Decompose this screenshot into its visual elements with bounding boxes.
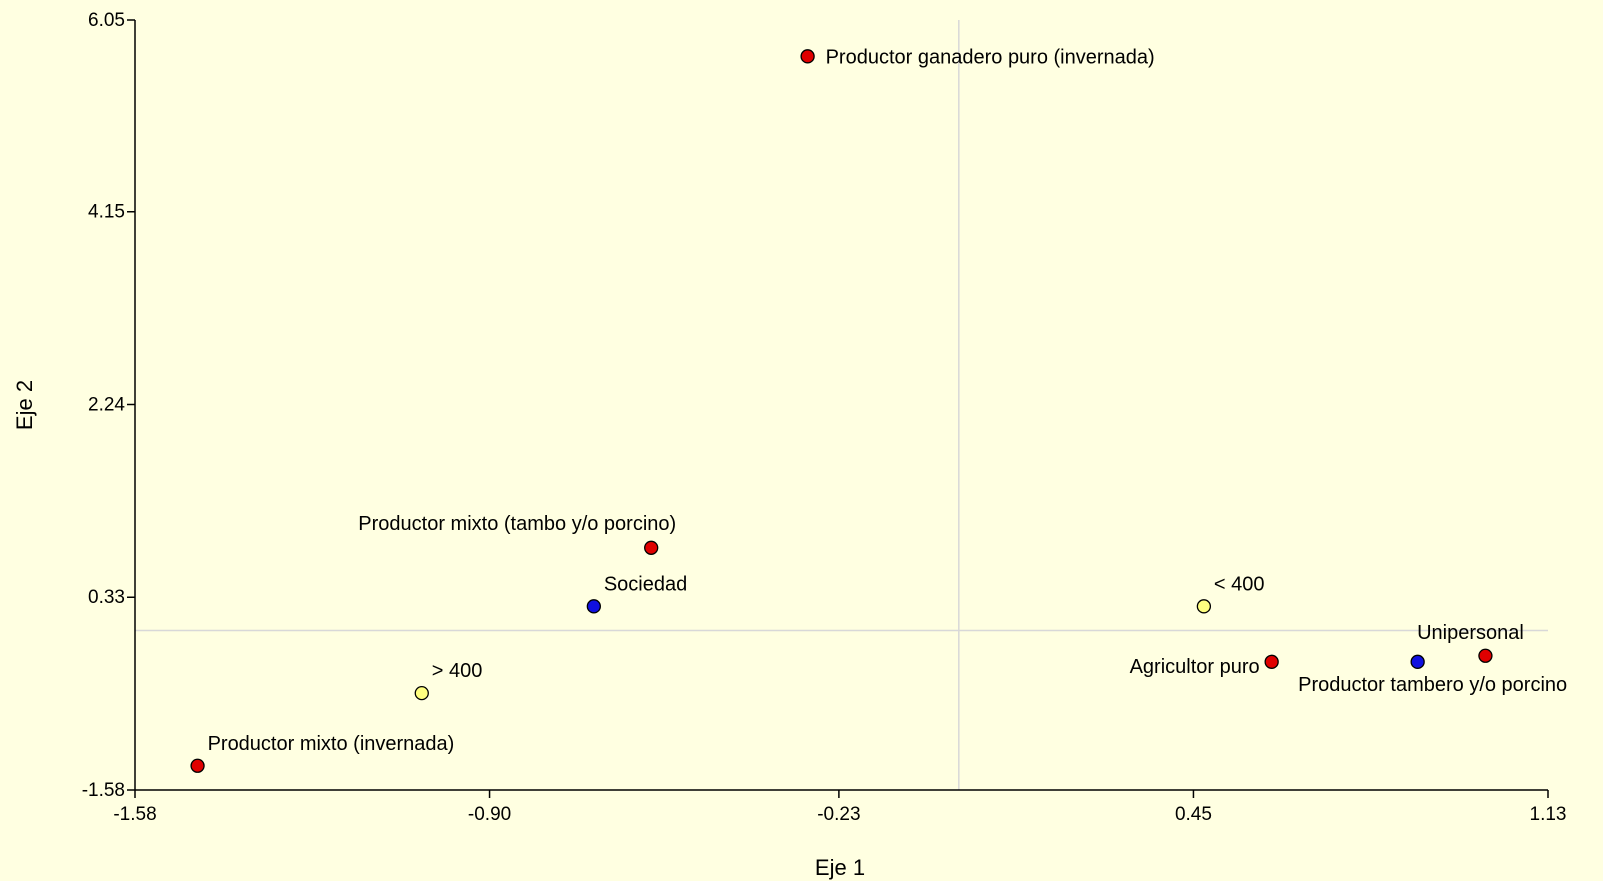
point-label: < 400	[1214, 573, 1265, 595]
y-tick-label: 6.05	[88, 10, 125, 31]
data-point	[800, 49, 815, 64]
data-point	[190, 758, 205, 773]
point-label: Productor ganadero puro (invernada)	[826, 46, 1155, 68]
y-tick-label: 0.33	[88, 587, 125, 608]
x-tick-label: -1.58	[113, 804, 156, 825]
y-axis-title: Eje 2	[12, 380, 37, 430]
x-tick-label: 0.45	[1175, 804, 1212, 825]
point-label: Productor mixto (invernada)	[208, 733, 455, 755]
axes: -1.58 -0.90 -0.23 0.45 1.13 -1.58 0.33 2.24 4.15…	[82, 10, 1567, 825]
point-label: Agricultor puro	[1130, 656, 1260, 678]
data-point	[414, 685, 429, 701]
point-label: Productor tambero y/o porcino	[1298, 674, 1567, 696]
x-tick-label: -0.90	[468, 804, 511, 825]
data-point	[1264, 654, 1279, 669]
x-tick-label: -0.23	[817, 804, 860, 825]
y-tick-label: -1.58	[82, 780, 125, 801]
point-label: Sociedad	[604, 573, 687, 595]
data-point	[1196, 599, 1212, 614]
x-axis-title: Eje 1	[815, 855, 865, 880]
x-tick-label: 1.13	[1530, 804, 1567, 825]
data-point	[644, 540, 659, 555]
reference-lines	[135, 20, 1548, 790]
point-label: Productor mixto (tambo y/o porcino)	[358, 513, 676, 535]
y-tick-label: 4.15	[88, 202, 125, 223]
data-points: Productor ganadero puro (invernada) Produ…	[190, 46, 1567, 773]
y-tick-label: 2.24	[88, 394, 125, 415]
point-label: Unipersonal	[1417, 622, 1524, 644]
data-point	[586, 599, 601, 614]
data-point	[1410, 654, 1425, 669]
data-point	[1478, 648, 1493, 663]
point-label: > 400	[432, 660, 483, 682]
